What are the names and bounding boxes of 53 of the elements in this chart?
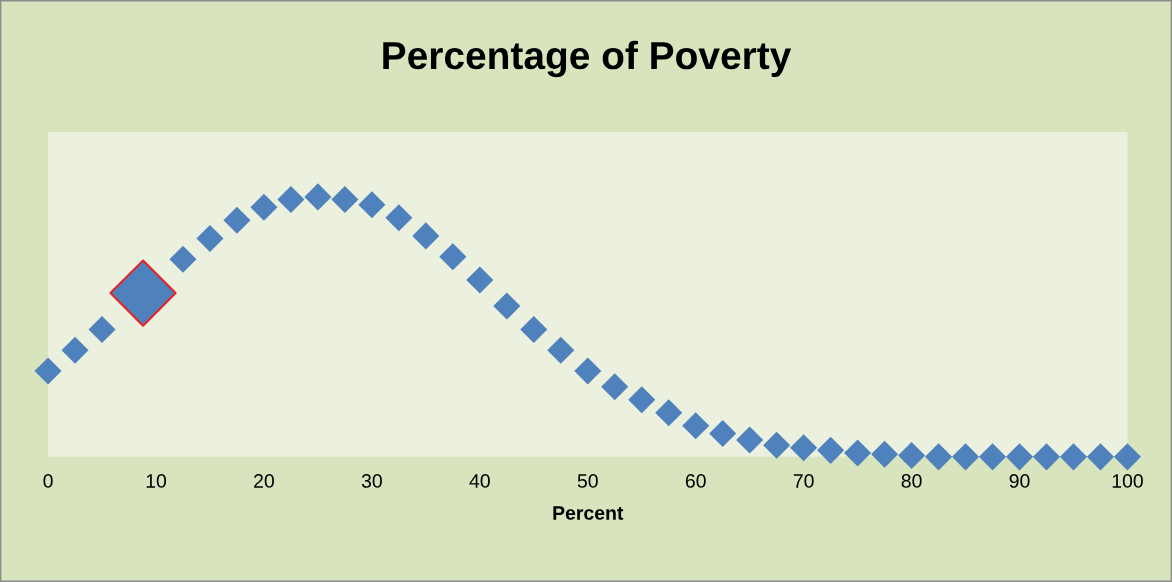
x-tick-label: 90 xyxy=(1009,474,1030,488)
point xyxy=(358,191,386,219)
point xyxy=(709,419,737,448)
point xyxy=(790,434,818,462)
point xyxy=(1059,443,1088,471)
x-tick-label: 20 xyxy=(254,474,274,488)
point xyxy=(979,443,1007,471)
point xyxy=(439,243,467,271)
point xyxy=(547,336,575,364)
point xyxy=(1005,443,1034,471)
point xyxy=(925,443,953,471)
point xyxy=(574,357,602,385)
point xyxy=(331,185,359,214)
point xyxy=(898,442,926,470)
point xyxy=(655,399,683,427)
x-tick-label: 0 xyxy=(43,474,53,488)
point xyxy=(493,292,521,320)
point xyxy=(250,193,278,221)
point xyxy=(682,412,710,440)
point xyxy=(412,222,440,250)
point xyxy=(520,315,548,344)
point xyxy=(952,443,980,471)
x-tick-label: 50 xyxy=(577,474,598,488)
x-tick-label: 30 xyxy=(361,474,382,488)
point xyxy=(34,357,62,385)
x-tick-label: 10 xyxy=(146,474,167,488)
point xyxy=(817,436,845,464)
point xyxy=(88,315,116,344)
x-tick-label: 60 xyxy=(685,474,706,488)
point xyxy=(304,183,332,211)
point xyxy=(1086,443,1115,471)
x-axis-title: Percent xyxy=(553,506,624,520)
chart-title: Percentage of Poverty xyxy=(383,40,792,78)
point xyxy=(1032,443,1061,471)
x-tick-label: 70 xyxy=(793,474,814,488)
x-tick-label: 100 xyxy=(1112,474,1143,488)
point xyxy=(871,440,899,468)
x-tick-label: 40 xyxy=(469,474,490,488)
point xyxy=(223,206,251,234)
point xyxy=(466,266,494,294)
point xyxy=(61,336,89,364)
point xyxy=(169,245,197,273)
x-tick-label: 80 xyxy=(901,474,922,488)
point xyxy=(196,224,224,253)
point xyxy=(628,386,656,414)
point xyxy=(109,259,177,327)
point xyxy=(601,373,629,401)
point xyxy=(844,439,872,467)
point xyxy=(763,431,791,459)
point xyxy=(1113,443,1141,471)
point xyxy=(385,204,413,232)
point xyxy=(277,185,305,214)
point xyxy=(736,426,764,454)
